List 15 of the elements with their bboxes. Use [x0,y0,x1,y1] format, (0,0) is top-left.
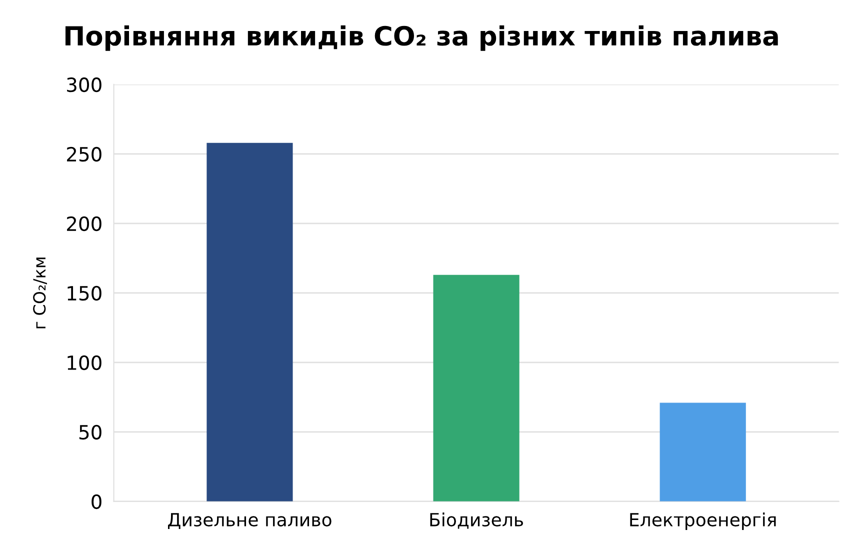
x-tick-label: Біодизель [430,512,524,529]
bar [660,402,746,502]
y-tick-label: 200 [67,216,102,232]
x-tick-label: Дизельне паливо [168,513,332,530]
y-tick-label: 150 [68,286,102,301]
bar [206,142,293,502]
bar [433,274,520,502]
y-tick-label: 100 [68,355,102,370]
y-tick-label: 250 [67,146,102,162]
y-tick-label: 0 [92,494,102,510]
x-tick-label: Електроенергія [630,512,776,530]
y-axis-title: г CO₂/км [33,258,47,328]
y-tick-label: 300 [67,77,102,92]
chart-title: Порівняння викидів CO₂ за різних типів палива [66,25,778,51]
y-tick-label: 50 [79,424,102,440]
